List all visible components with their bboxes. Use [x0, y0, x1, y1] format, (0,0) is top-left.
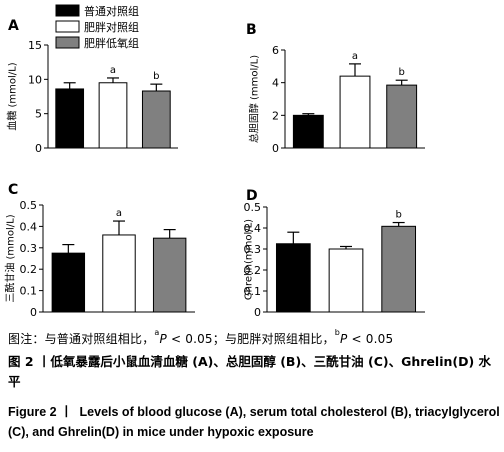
bar: [328, 248, 364, 313]
y-tick-label: 5: [35, 108, 42, 121]
y-tick-label: 2: [272, 109, 279, 122]
significance-label: a: [110, 65, 116, 76]
y-tick-label: 0: [272, 142, 279, 155]
y-tick-label: 0.4: [244, 222, 262, 235]
note-a-text: < 0.05；与肥胖对照组相比，: [166, 332, 335, 346]
y-axis-title: 血糖 (mmol/L): [6, 62, 19, 130]
y-tick-label: 0.5: [244, 201, 262, 214]
bar: [275, 243, 311, 313]
legend-swatch: [55, 4, 80, 17]
y-tick-label: 0.1: [20, 285, 38, 298]
caption-en-label: Figure 2 丨: [8, 405, 73, 419]
y-tick-label: 6: [272, 44, 279, 57]
bar: [386, 84, 418, 149]
caption-chinese: 图 2 丨低氧暴露后小鼠血清血糖 (A)、总胆固醇 (B)、三酰甘油 (C)、G…: [8, 354, 492, 389]
y-tick-label: 0: [35, 142, 42, 155]
figure-note: 图注：与普通对照组相比，aP < 0.05；与肥胖对照组相比，bP < 0.05: [8, 328, 500, 347]
bar: [339, 75, 371, 149]
y-tick-label: 0: [30, 306, 37, 319]
bar: [51, 252, 86, 313]
note-sup-a: a: [154, 328, 160, 337]
y-tick-label: 0.4: [20, 220, 38, 233]
legend-swatch: [55, 36, 80, 49]
panel-label: C: [8, 182, 18, 198]
bar: [381, 225, 417, 313]
bar: [292, 114, 324, 149]
legend-label: 肥胖对照组: [84, 20, 139, 34]
y-axis-title: 三酰甘油 (mmol/L): [4, 214, 17, 302]
legend-label: 普通对照组: [84, 4, 139, 18]
caption-en-text: Levels of blood glucose (A), serum total…: [8, 405, 500, 439]
bar: [141, 90, 171, 149]
y-tick-label: 0.3: [244, 243, 262, 256]
note-p-a: P: [159, 332, 167, 346]
caption-english: Figure 2 丨 Levels of blood glucose (A), …: [8, 402, 500, 442]
panel-d: D 0 0.1 0.2 0.3 0.4 0.5 Ghrelin(mmol/L) b: [244, 188, 425, 319]
panel-b: B 0 2 4 6 总胆固醇 (mmol/L) a b: [246, 22, 425, 155]
note-prefix: 图注：与普通对照组相比，: [8, 332, 155, 346]
significance-label: b: [395, 210, 401, 221]
y-tick-label: 0.3: [20, 242, 38, 255]
legend-label: 肥胖低氧组: [84, 36, 139, 50]
y-tick-label: 0.5: [20, 199, 38, 212]
panel-label: D: [246, 188, 258, 204]
figure: A 0 5 10 15 血糖 (mmol/L) a b B 0 2 4 6 总胆固醇 (mmol/L) a…: [4, 4, 425, 319]
y-tick-label: 15: [28, 39, 42, 52]
y-axis-title: Ghrelin(mmol/L): [244, 219, 255, 300]
note-b-text: < 0.05: [347, 332, 394, 346]
significance-label: b: [153, 71, 159, 82]
y-tick-label: 4: [272, 77, 279, 90]
y-tick-label: 0.1: [244, 285, 262, 298]
y-axis-title: 总胆固醇 (mmol/L): [248, 55, 261, 143]
bar: [98, 82, 128, 149]
significance-label: b: [398, 67, 404, 78]
legend-swatch: [55, 20, 80, 33]
panel-label: A: [8, 18, 19, 34]
panel-a: A 0 5 10 15 血糖 (mmol/L) a b: [6, 18, 178, 155]
y-tick-label: 0.2: [20, 263, 38, 276]
note-sup-b: b: [334, 328, 341, 337]
panel-label: B: [246, 22, 257, 38]
note-p-b: P: [340, 332, 348, 346]
bar: [55, 88, 85, 149]
y-tick-label: 0.2: [244, 264, 262, 277]
y-tick-label: 10: [28, 73, 42, 86]
bar: [102, 234, 136, 313]
bar: [152, 237, 187, 313]
significance-label: a: [116, 208, 122, 219]
y-tick-label: 0: [254, 306, 261, 319]
significance-label: a: [352, 51, 358, 62]
